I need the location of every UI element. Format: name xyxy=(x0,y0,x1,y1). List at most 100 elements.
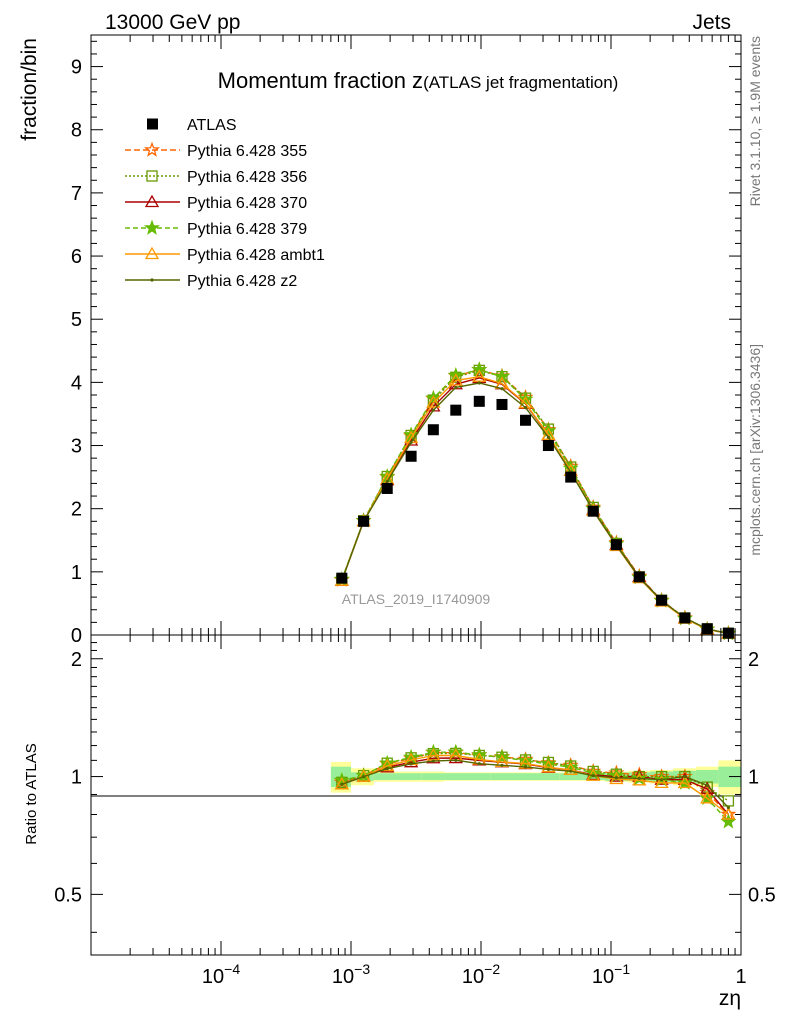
x-tick-base: 10 xyxy=(202,966,224,988)
series-marker xyxy=(523,406,528,410)
legend-label: Pythia 6.428 379 xyxy=(187,221,307,238)
y-tick-label: 9 xyxy=(71,57,82,79)
x-tick-label: 1 xyxy=(735,966,746,988)
series-marker xyxy=(385,479,389,484)
ratio-stat-uncertainty-band xyxy=(490,773,514,780)
ratio-tick-label-right: 0.5 xyxy=(748,884,776,906)
y-tick-label: 2 xyxy=(71,499,82,521)
data-point xyxy=(656,594,668,606)
ratio-series-marker xyxy=(705,783,709,787)
legend-label: Pythia 6.428 356 xyxy=(187,169,307,186)
legend-marker xyxy=(144,141,160,157)
ratio-series-marker xyxy=(726,805,731,810)
y-tick-label: 5 xyxy=(71,309,82,331)
ratio-series-marker xyxy=(477,762,481,766)
ratio-stat-uncertainty-band xyxy=(695,769,719,784)
legend-marker xyxy=(146,170,158,182)
series-marker xyxy=(431,408,435,412)
chart-title: Momentum fraction z(ATLAS jet fragmentat… xyxy=(218,68,619,93)
ratio-series-marker xyxy=(380,758,395,772)
x-axis-label: zη xyxy=(719,987,741,1010)
y-tick-label: 8 xyxy=(71,120,82,142)
x-tick-label: 10−4 xyxy=(202,961,240,988)
data-point xyxy=(679,612,691,624)
x-tick-exponent: −3 xyxy=(354,961,370,977)
ratio-series-marker xyxy=(500,763,504,767)
header-right: Jets xyxy=(692,11,731,34)
data-point xyxy=(587,505,599,517)
series-marker xyxy=(517,391,534,407)
series-marker xyxy=(477,381,481,385)
ratio-series-marker xyxy=(614,776,618,780)
chart-title-main: Momentum fraction z xyxy=(218,68,423,93)
ratio-stat-uncertainty-band xyxy=(421,773,445,780)
ratio-series-marker xyxy=(361,774,366,779)
data-point xyxy=(565,471,577,483)
ratio-series-marker xyxy=(541,759,556,773)
y-tick-label: 0 xyxy=(71,625,82,647)
x-axis-labels: 10−4 10−3 10−2 10−1 1 xyxy=(202,961,747,988)
ratio-series-marker xyxy=(447,743,464,759)
ratio-stat-uncertainty-band xyxy=(513,773,538,780)
data-point xyxy=(450,404,462,416)
ratio-series-marker xyxy=(569,769,573,773)
ratio-series-marker xyxy=(677,775,692,789)
ratio-tick-label-right: 2 xyxy=(748,649,759,671)
ratio-series-marker xyxy=(385,767,389,771)
legend-label: Pythia 6.428 z2 xyxy=(187,273,297,290)
ratio-stat-uncertainty-band xyxy=(559,773,583,780)
ratio-plot: 0.5 0.5 1 1 2 2 Ratio to ATLAS xyxy=(23,634,776,956)
ratio-series-marker xyxy=(431,759,435,763)
legend-label: Pythia 6.428 ambt1 xyxy=(187,247,325,264)
ratio-series-group xyxy=(333,743,737,829)
data-point xyxy=(496,398,508,410)
legend-label: Pythia 6.428 355 xyxy=(187,143,307,160)
ratio-stat-uncertainty-band xyxy=(373,773,399,780)
ratio-series-marker xyxy=(721,807,736,820)
ratio-series-marker xyxy=(632,772,647,786)
ratio-series-marker xyxy=(700,790,715,804)
data-point xyxy=(610,539,622,551)
legend-label: Pythia 6.428 370 xyxy=(187,195,307,212)
ratio-series-marker xyxy=(591,774,595,778)
y-tick-label: 4 xyxy=(71,372,82,394)
series-marker xyxy=(494,368,511,384)
ratio-stat-uncertainty-band xyxy=(537,773,560,780)
rivet-label: Rivet 3.1.10, ≥ 1.9M events xyxy=(747,36,763,206)
chart-title-sub: (ATLAS jet fragmentation) xyxy=(423,73,618,92)
data-point xyxy=(520,414,532,426)
x-tick-exponent: −4 xyxy=(224,961,240,977)
legend-marker xyxy=(144,194,160,208)
y-tick-label: 1 xyxy=(71,562,82,584)
ratio-series-marker xyxy=(340,782,344,786)
y-tick-label: 6 xyxy=(71,246,82,268)
x-tick-exponent: −1 xyxy=(614,961,630,977)
series-marker xyxy=(448,373,463,386)
data-point xyxy=(701,623,713,635)
ratio-series-marker xyxy=(409,762,413,766)
series-marker xyxy=(471,361,488,377)
series-marker xyxy=(472,369,487,382)
data-point xyxy=(336,572,348,584)
ratio-stat-uncertainty-band xyxy=(444,773,467,780)
ratio-series-marker xyxy=(637,776,641,781)
main-axes-group: 0 1 2 3 4 5 6 7 8 9 xyxy=(71,35,742,647)
ratio-tick-label-left: 2 xyxy=(71,649,82,671)
mcplots-label: mcplots.cern.ch [arXiv:1306.3436] xyxy=(747,344,763,556)
ratio-tick-label-left: 1 xyxy=(71,767,82,789)
header-left: 13000 GeV pp xyxy=(105,11,240,34)
ratio-stat-uncertainty-band xyxy=(398,773,422,780)
y-axis-label: fraction/bin xyxy=(18,38,41,141)
ratio-frame xyxy=(90,634,742,956)
legend-data-marker xyxy=(147,118,158,130)
ratio-tick-label-left: 0.5 xyxy=(54,884,82,906)
ratio-series-line xyxy=(341,752,729,802)
y-tick-label: 7 xyxy=(71,183,82,205)
ratio-series-marker xyxy=(659,778,664,782)
ratio-series-marker xyxy=(563,762,578,776)
legend: ATLAS Pythia 6.428 355 Pythia 6.428 356 Pyt… xyxy=(125,117,325,290)
x-tick-base: 1 xyxy=(735,966,746,988)
legend-marker xyxy=(144,246,160,260)
ratio-stat-uncertainty-band xyxy=(466,773,491,780)
